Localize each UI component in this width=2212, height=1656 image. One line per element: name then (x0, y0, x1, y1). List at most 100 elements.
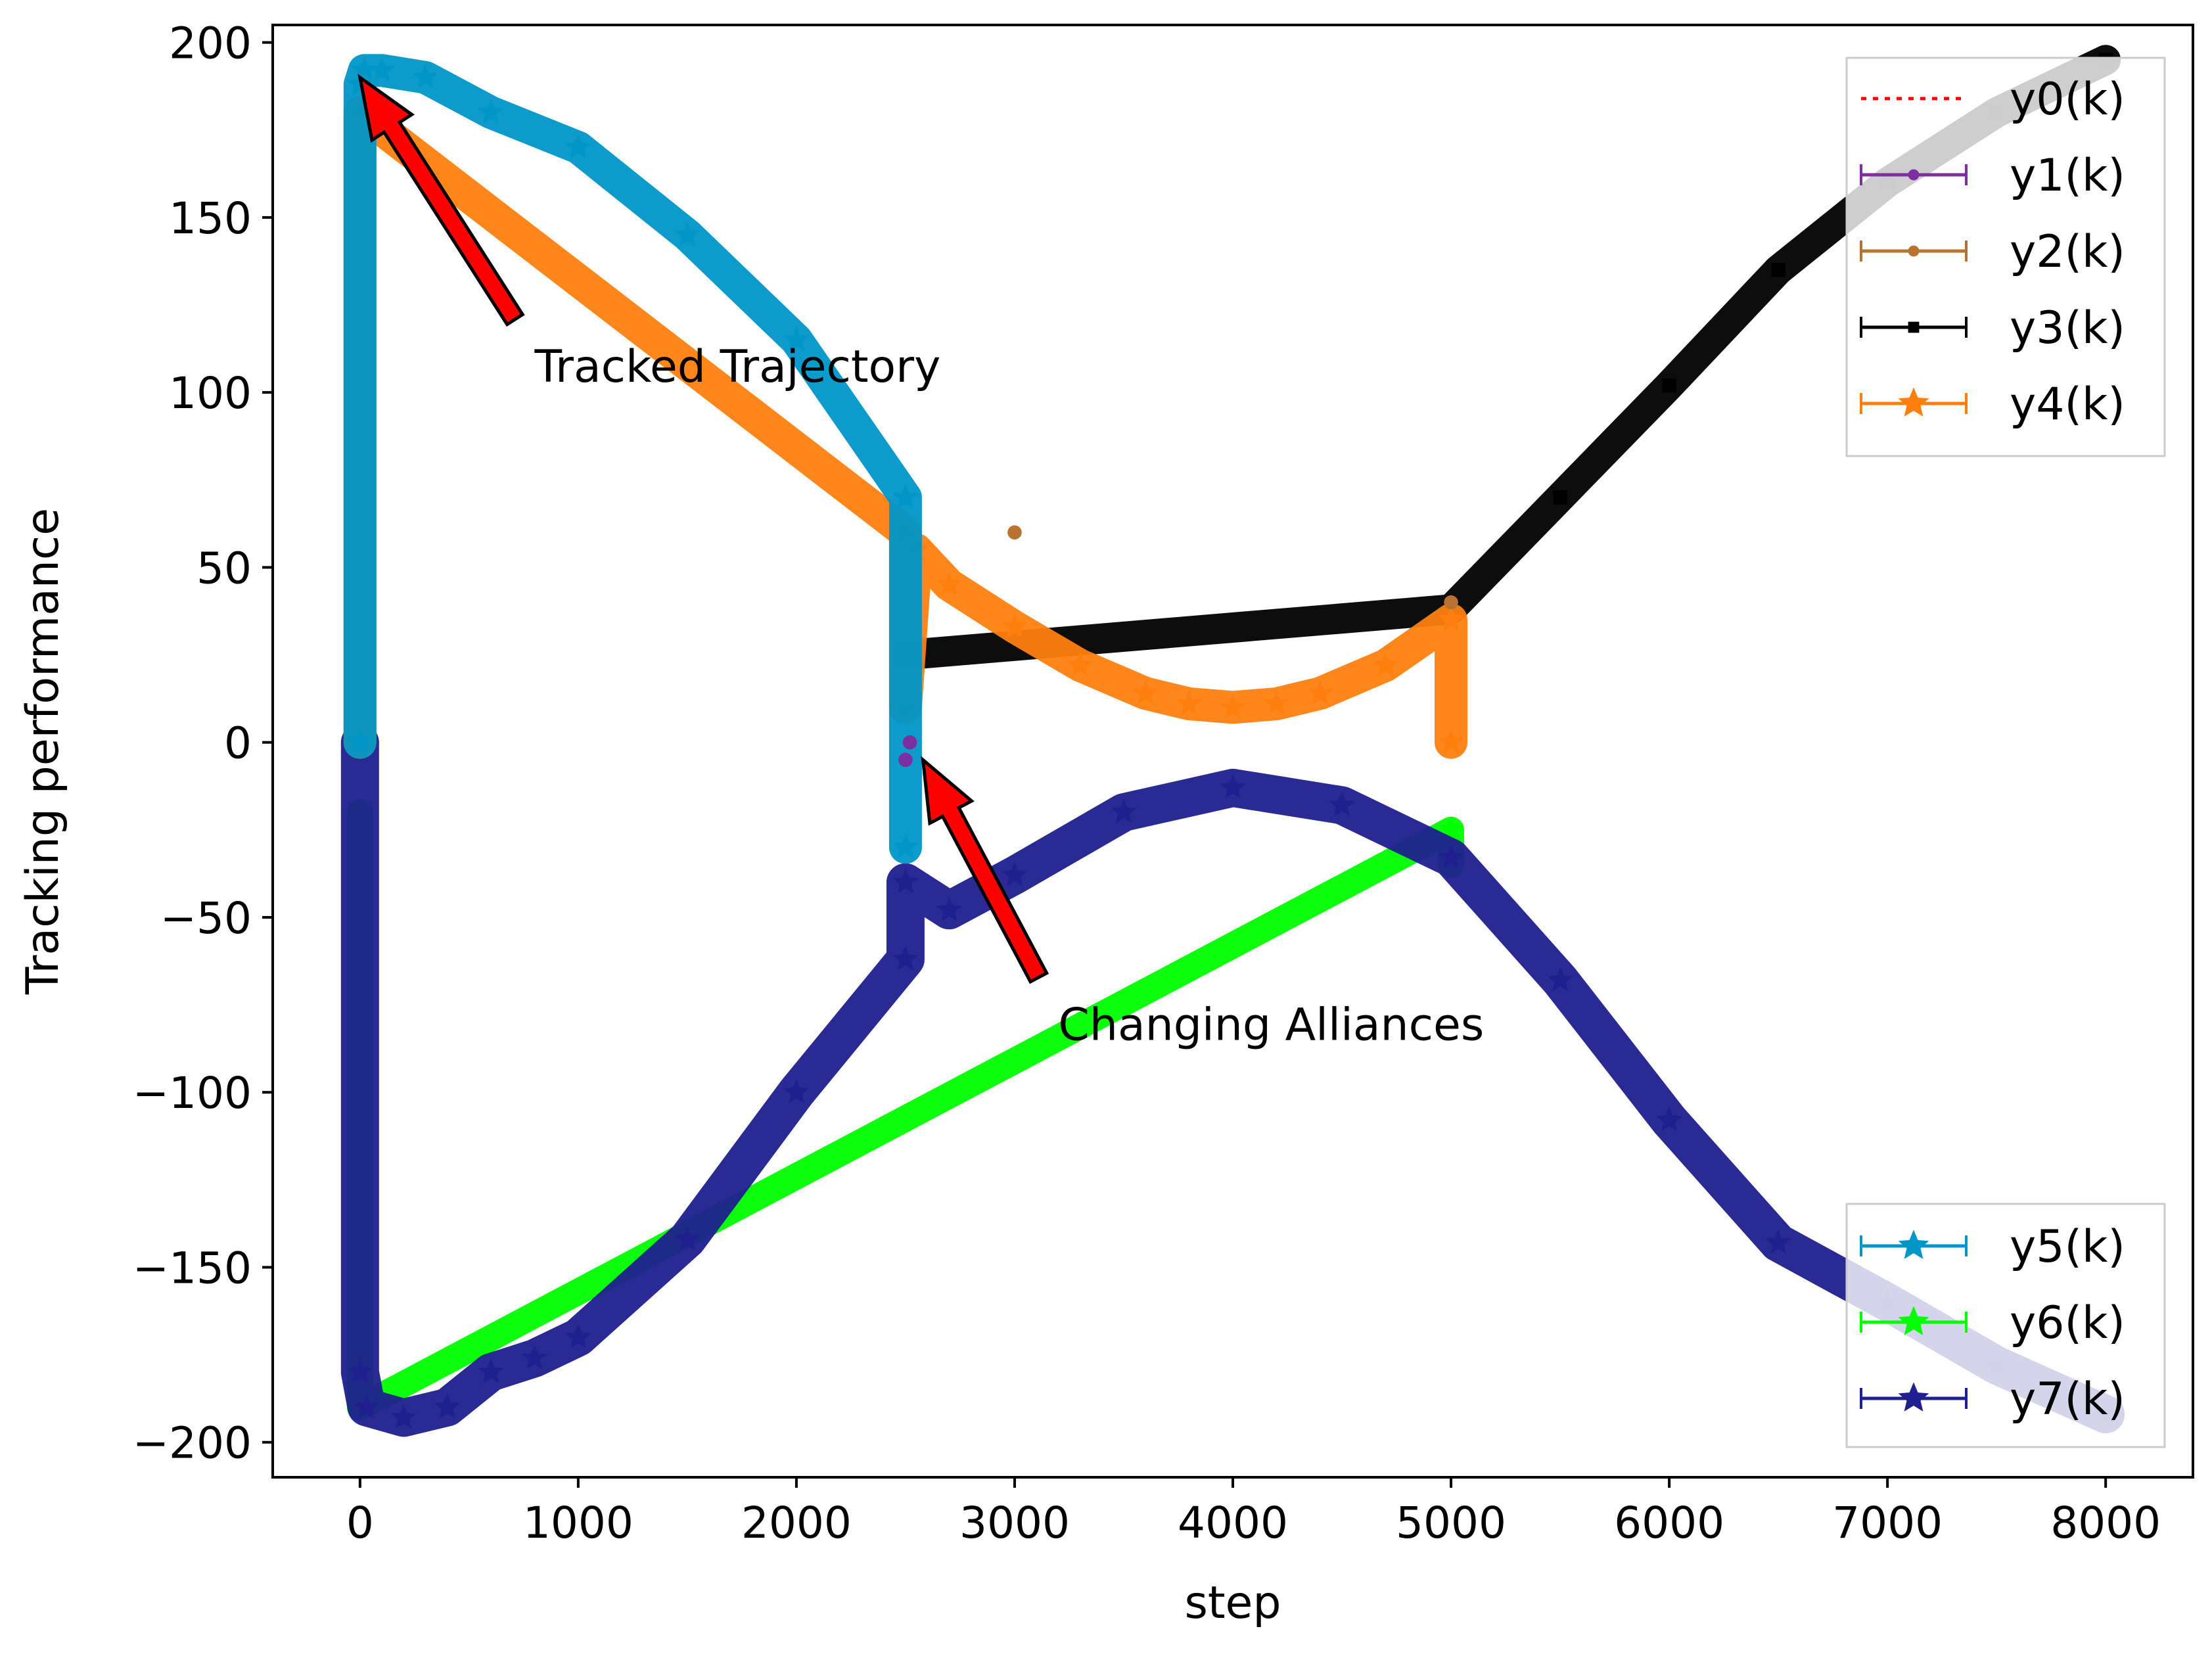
data-point-y7 (521, 1345, 548, 1369)
annotation-layer: Tracked Trajectory Changing Alliances (357, 74, 1484, 1051)
y-axis-title: Tracking performance (17, 508, 69, 995)
x-tick-label: 5000 (1396, 1498, 1506, 1548)
y-tick-label: 150 (169, 193, 252, 244)
legend-swatch-marker (1908, 245, 1920, 257)
legend-entry: y6(k) (1860, 1297, 2125, 1349)
data-point-y4 (1372, 651, 1399, 677)
annotation-arrow (921, 756, 1049, 984)
data-point-y4 (1263, 690, 1289, 715)
data-point-y7 (783, 1078, 810, 1103)
data-point-y7 (674, 1226, 701, 1251)
data-point-y4 (1438, 606, 1464, 632)
legend-swatch-marker (1908, 169, 1920, 181)
data-point-y4 (1002, 613, 1028, 638)
data-point-y7 (565, 1323, 591, 1348)
x-tick-label: 8000 (2050, 1498, 2161, 1548)
legend-label: y7(k) (2010, 1373, 2125, 1425)
y-tick-label: −200 (133, 1418, 252, 1469)
x-tick-label: 4000 (1178, 1498, 1288, 1548)
legend-entry: y2(k) (1860, 226, 2125, 278)
data-point-y7 (1111, 798, 1137, 823)
data-point-y5 (369, 57, 395, 81)
data-point-y1 (898, 752, 913, 768)
legend-swatch-marker (1898, 1230, 1929, 1259)
y-tick-label: −150 (133, 1243, 252, 1293)
y-tick-label: −50 (160, 893, 252, 944)
data-point-y7 (1765, 1229, 1791, 1254)
y-tick-label: −100 (133, 1068, 252, 1118)
data-point-y4 (1176, 690, 1203, 715)
data-point-y4 (936, 571, 962, 596)
data-point-y7 (478, 1358, 504, 1383)
x-tick-label: 2000 (741, 1498, 852, 1548)
legend-entry: y5(k) (1860, 1221, 2125, 1273)
legend-swatch-marker (1908, 321, 1920, 333)
data-point-y3 (1553, 490, 1567, 505)
data-point-y5 (347, 729, 373, 754)
annotation-arrow (357, 74, 525, 327)
data-point-y7 (1329, 791, 1355, 817)
x-tick-label: 6000 (1614, 1498, 1724, 1548)
legend-label: y5(k) (2010, 1221, 2125, 1273)
data-point-y7 (1002, 862, 1028, 886)
data-point-y5 (412, 64, 439, 89)
legend-label: y1(k) (2010, 150, 2125, 202)
data-point-y7 (892, 946, 919, 971)
y-tick-label: 100 (169, 368, 252, 419)
data-point-y5 (565, 133, 591, 158)
x-tick-label: 1000 (523, 1498, 634, 1548)
data-point-y3 (1771, 262, 1786, 277)
y-tick-label: 0 (224, 718, 252, 769)
legend-lower: y5(k) y6(k) y7(k) (1845, 1203, 2166, 1448)
legend-entry: y3(k) (1860, 302, 2125, 354)
data-point-y3 (1662, 378, 1676, 393)
data-point-y5 (892, 833, 919, 859)
legend-label: y4(k) (2010, 379, 2125, 430)
data-point-y2 (1444, 595, 1458, 610)
data-point-y4 (1307, 679, 1333, 704)
y-tick-label: 200 (169, 18, 252, 69)
x-axis: 0 1000 2000 3000 4000 5000 6000 7000 8000 (346, 1477, 2161, 1548)
legend-swatch-marker (1898, 1382, 1929, 1412)
series-layer (340, 45, 2125, 1437)
legend-entry: y0(k) (1861, 74, 2125, 126)
legend-upper: y0(k) y1(k) y2(k) y3(k) y4(k) (1845, 57, 2166, 457)
data-point-y4 (1067, 651, 1094, 677)
data-point-y5 (783, 326, 810, 351)
legend-entry: y1(k) (1860, 150, 2125, 202)
legend-label: y0(k) (2010, 74, 2125, 126)
y-tick-label: 50 (196, 543, 252, 593)
data-point-y5 (478, 99, 504, 124)
legend-label: y2(k) (2010, 226, 2125, 278)
data-point-y2 (1007, 525, 1022, 540)
series-line-y7 (340, 723, 2125, 1437)
legend-entry: y4(k) (1860, 379, 2125, 430)
series-y2 (1007, 525, 1458, 610)
annotation-label: Tracked Trajectory (534, 341, 940, 393)
data-point-y1 (902, 735, 917, 750)
legend-entry: y7(k) (1860, 1373, 2125, 1425)
x-axis-title: step (1184, 1577, 1281, 1629)
data-point-y7 (434, 1393, 461, 1419)
data-point-y7 (1220, 774, 1246, 799)
data-point-y7 (1656, 1107, 1682, 1132)
x-tick-label: 0 (346, 1498, 374, 1548)
data-point-y7 (347, 1358, 373, 1383)
legend-swatch-marker (1898, 387, 1929, 417)
data-point-y4 (1438, 729, 1464, 754)
legend-label: y3(k) (2010, 302, 2125, 354)
data-point-y7 (936, 896, 962, 922)
series-y1 (898, 735, 917, 768)
x-tick-label: 3000 (959, 1498, 1070, 1548)
data-point-y5 (892, 484, 919, 509)
data-point-y7 (390, 1404, 417, 1429)
annotation-label: Changing Alliances (1058, 999, 1484, 1051)
data-point-y7 (354, 1393, 380, 1419)
data-point-y7 (1547, 967, 1573, 992)
x-tick-label: 7000 (1832, 1498, 1943, 1548)
data-point-y7 (1438, 844, 1464, 869)
data-point-y5 (674, 221, 701, 246)
y-axis: 200 150 100 50 0 −50 −100 −150 −200 (133, 18, 273, 1469)
